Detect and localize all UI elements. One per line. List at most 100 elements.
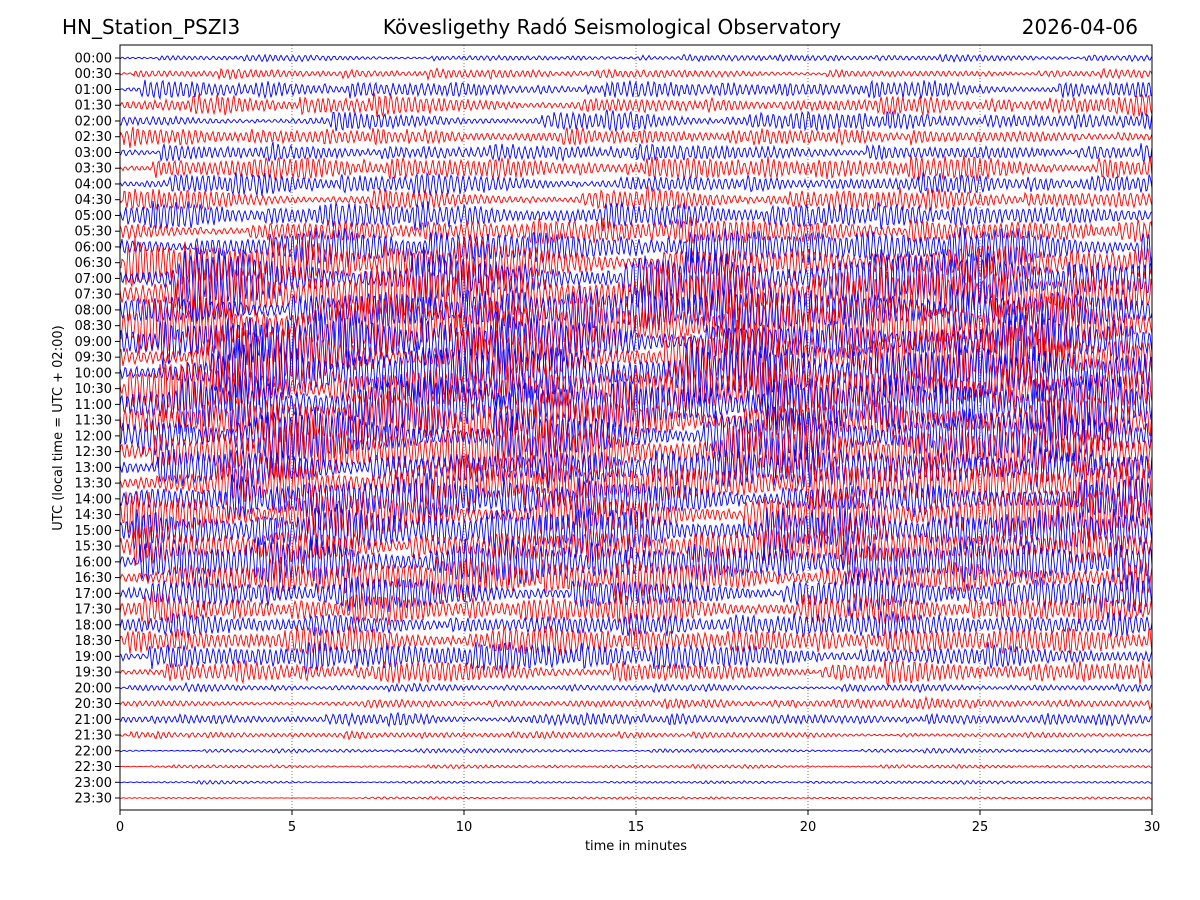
x-tick-labels: 0 5 10 15 20 25 30	[116, 810, 1160, 835]
trace-1200	[119, 400, 1153, 469]
y-tick-label: 06:00	[75, 240, 112, 255]
trace-1530	[119, 524, 1153, 569]
y-tick-label: 23:00	[75, 776, 112, 791]
trace-0630	[119, 237, 1153, 287]
trace-2300	[119, 779, 1153, 785]
y-tick-label: 18:30	[75, 634, 112, 649]
trace-0530	[119, 216, 1153, 245]
y-tick-label: 07:00	[75, 272, 112, 287]
trace-0430	[119, 185, 1153, 212]
y-tick-label: 20:00	[75, 681, 112, 696]
trace-2030	[119, 695, 1153, 711]
x-tick-label: 30	[1144, 820, 1161, 835]
trace-2100	[119, 711, 1153, 728]
y-tick-label: 08:30	[75, 319, 112, 334]
trace-1930	[119, 658, 1153, 687]
y-tick-label: 10:00	[75, 366, 112, 381]
trace-1400	[119, 473, 1153, 526]
y-tick-label: 13:00	[75, 461, 112, 476]
trace-1300	[119, 442, 1153, 491]
y-tick-label: 05:00	[75, 209, 112, 224]
y-tick-label: 07:30	[75, 288, 112, 303]
x-tick-label: 10	[456, 820, 473, 835]
y-tick-label: 20:30	[75, 697, 112, 712]
y-tick-label: 04:30	[75, 193, 112, 208]
y-tick-label: 19:00	[75, 650, 112, 665]
y-tick-label: 10:30	[75, 382, 112, 397]
trace-1130	[119, 391, 1153, 449]
trace-1330	[119, 453, 1153, 512]
y-tick-label: 06:30	[75, 256, 112, 271]
trace-0200	[119, 109, 1153, 132]
trace-2230	[119, 763, 1153, 770]
x-tick-label: 20	[800, 820, 817, 835]
y-tick-label: 22:00	[75, 744, 112, 759]
trace-1230	[119, 419, 1153, 485]
seismic-traces	[119, 53, 1153, 801]
y-tick-label: 09:30	[75, 351, 112, 366]
trace-0000	[119, 53, 1153, 63]
trace-2200	[119, 747, 1153, 754]
y-tick-label: 13:30	[75, 477, 112, 492]
trace-0030	[119, 66, 1153, 82]
y-tick-label: 22:30	[75, 760, 112, 775]
trace-1700	[119, 571, 1153, 617]
trace-0300	[119, 141, 1153, 163]
trace-0830	[119, 291, 1153, 358]
y-tick-label: 11:00	[75, 398, 112, 413]
y-tick-labels: 00:0000:3001:0001:3002:0002:3003:0003:30…	[75, 52, 120, 807]
x-tick-label: 0	[116, 820, 124, 835]
trace-1900	[119, 641, 1153, 674]
y-tick-label: 21:00	[75, 713, 112, 728]
trace-0100	[119, 79, 1153, 101]
trace-1800	[119, 610, 1153, 640]
y-tick-label: 01:30	[75, 99, 112, 114]
y-tick-label: 09:00	[75, 335, 112, 350]
trace-1430	[119, 487, 1153, 548]
y-tick-label: 15:00	[75, 524, 112, 539]
x-tick-label: 25	[972, 820, 989, 835]
trace-0330	[119, 155, 1153, 183]
trace-0800	[119, 284, 1153, 339]
y-tick-label: 16:00	[75, 555, 112, 570]
y-tick-label: 16:30	[75, 571, 112, 586]
y-tick-label: 04:00	[75, 177, 112, 192]
x-tick-label: 15	[628, 820, 645, 835]
y-tick-label: 17:00	[75, 587, 112, 602]
y-tick-label: 15:30	[75, 540, 112, 555]
y-tick-label: 05:30	[75, 225, 112, 240]
trace-0230	[119, 126, 1153, 148]
y-tick-label: 12:00	[75, 429, 112, 444]
trace-1730	[119, 590, 1153, 628]
y-tick-label: 11:30	[75, 414, 112, 429]
trace-0600	[119, 227, 1153, 268]
trace-0930	[119, 319, 1153, 397]
y-tick-label: 02:00	[75, 114, 112, 129]
trace-1030	[119, 361, 1153, 422]
y-tick-label: 03:00	[75, 146, 112, 161]
y-tick-label: 08:00	[75, 303, 112, 318]
y-axis-label: UTC (local time = UTC + 02:00)	[51, 325, 66, 530]
y-tick-label: 00:30	[75, 67, 112, 82]
y-tick-label: 18:00	[75, 618, 112, 633]
y-tick-label: 14:30	[75, 508, 112, 523]
y-tick-label: 19:30	[75, 666, 112, 681]
trace-2330	[119, 796, 1153, 801]
trace-0130	[119, 92, 1153, 118]
trace-2130	[119, 729, 1153, 741]
y-tick-label: 14:00	[75, 492, 112, 507]
y-tick-label: 03:30	[75, 162, 112, 177]
y-tick-label: 02:30	[75, 130, 112, 145]
x-axis-label: time in minutes	[585, 839, 687, 854]
trace-0500	[119, 200, 1153, 232]
chart-date: 2026-04-06	[1021, 15, 1138, 39]
y-tick-label: 12:30	[75, 445, 112, 460]
trace-1830	[119, 624, 1153, 657]
y-tick-label: 00:00	[75, 52, 112, 67]
y-tick-label: 01:00	[75, 83, 112, 98]
x-tick-label: 5	[288, 820, 296, 835]
trace-2000	[119, 681, 1153, 694]
trace-0400	[119, 171, 1153, 198]
station-name: HN_Station_PSZI3	[62, 15, 241, 39]
